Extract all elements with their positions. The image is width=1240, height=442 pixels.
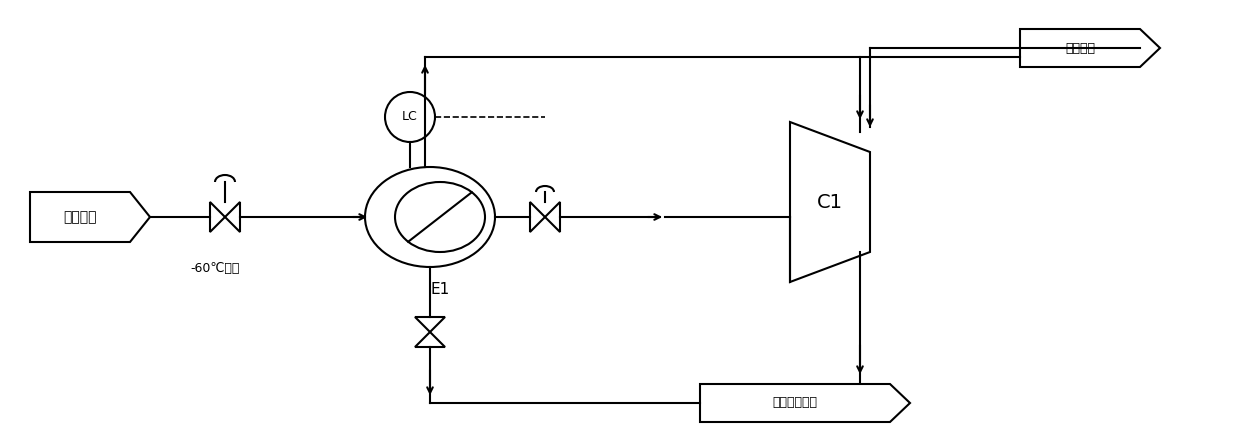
Text: LC: LC	[402, 110, 418, 123]
Text: E1: E1	[430, 282, 450, 297]
Text: 原料碘二: 原料碘二	[63, 210, 97, 224]
Text: 重烃去液体炉: 重烃去液体炉	[773, 396, 817, 409]
Text: C1: C1	[817, 193, 843, 212]
Text: -60℃用户: -60℃用户	[190, 262, 239, 275]
Text: 去气体炉: 去气体炉	[1065, 42, 1095, 54]
